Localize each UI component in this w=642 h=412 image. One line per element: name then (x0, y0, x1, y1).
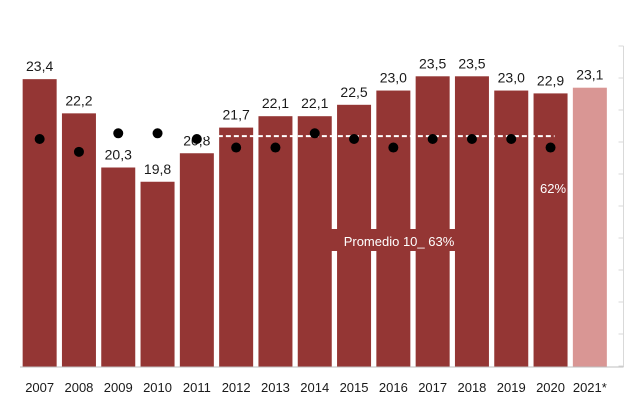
x-tick-label-2018: 2018 (457, 380, 486, 395)
bar-2009 (101, 167, 136, 367)
bar-2007 (22, 79, 57, 368)
bar-2011 (179, 153, 214, 367)
bar-2018 (454, 76, 489, 368)
annotations-layer: Promedio 10_ 63% 62% (329, 181, 566, 251)
x-tick-label-2016: 2016 (379, 380, 408, 395)
bar-2013 (258, 116, 293, 367)
x-tick-label-2011: 2011 (183, 380, 211, 395)
dot-2009 (113, 128, 124, 139)
bar-2017 (415, 76, 450, 368)
bar-value-label-2018: 23,5 (458, 55, 485, 71)
bar-value-label-2015: 22,5 (340, 84, 367, 100)
bar-value-label-2020: 22,9 (537, 72, 564, 88)
dot-2019 (506, 134, 517, 144)
dot-2012 (231, 142, 242, 153)
average-label-background (329, 229, 469, 251)
bar-2019 (494, 90, 529, 368)
x-tick-labels-layer: 2007 2008 2009 2010 2011 2012 2013 2014 2015 2016… (25, 380, 607, 395)
bar-value-label-2021*: 23,1 (576, 67, 603, 83)
x-tick-label-2017: 2017 (418, 380, 447, 395)
average-line-label: Promedio 10_ 63% (344, 234, 455, 249)
x-tick-label-2020: 2020 (536, 380, 565, 395)
x-tick-label-2009: 2009 (104, 380, 133, 395)
x-tick-label-2013: 2013 (261, 380, 290, 395)
axis-layer (20, 45, 624, 368)
bar-2012 (219, 127, 254, 367)
dot-2013 (270, 142, 281, 153)
bar-value-label-2017: 23,5 (419, 55, 446, 71)
bar-2020 (533, 93, 568, 368)
dot-2018 (466, 134, 477, 144)
x-tick-label-2008: 2008 (64, 380, 93, 395)
bar-2021* (572, 87, 607, 367)
bar-value-label-2019: 23,0 (498, 70, 525, 86)
x-tick-label-2010: 2010 (143, 380, 172, 395)
dot-2020 (545, 142, 556, 153)
dot-2010 (152, 128, 163, 139)
x-tick-label-2021*: 2021* (573, 380, 607, 395)
x-tick-label-2014: 2014 (300, 380, 329, 395)
dot-2007 (34, 134, 45, 144)
dot-2011 (191, 134, 202, 144)
bar-value-label-2007: 23,4 (26, 58, 53, 74)
bar-value-label-2009: 20,3 (105, 147, 132, 163)
bar-value-label-2008: 22,2 (65, 92, 92, 108)
bars-layer (22, 76, 607, 368)
dot-2016 (388, 142, 399, 153)
dot-2017 (427, 134, 438, 144)
x-tick-label-2012: 2012 (222, 380, 251, 395)
x-tick-label-2019: 2019 (497, 380, 526, 395)
x-tick-label-2007: 2007 (25, 380, 54, 395)
dot-2015 (349, 134, 360, 144)
bar-2010 (140, 181, 175, 367)
dot-2008 (73, 146, 84, 157)
bar-2014 (297, 116, 332, 367)
x-tick-label-2015: 2015 (340, 380, 369, 395)
bar-value-label-2010: 19,8 (144, 161, 171, 177)
bar-value-label-2014: 22,1 (301, 95, 328, 111)
bar-value-label-2016: 23,0 (380, 70, 407, 86)
dots-layer (34, 128, 556, 157)
bar-value-label-2012: 21,7 (223, 107, 250, 123)
dot-2014 (309, 128, 320, 139)
annotation-62-percent: 62% (540, 181, 566, 196)
bar-2016 (376, 90, 411, 368)
bar-value-label-2013: 22,1 (262, 95, 289, 111)
